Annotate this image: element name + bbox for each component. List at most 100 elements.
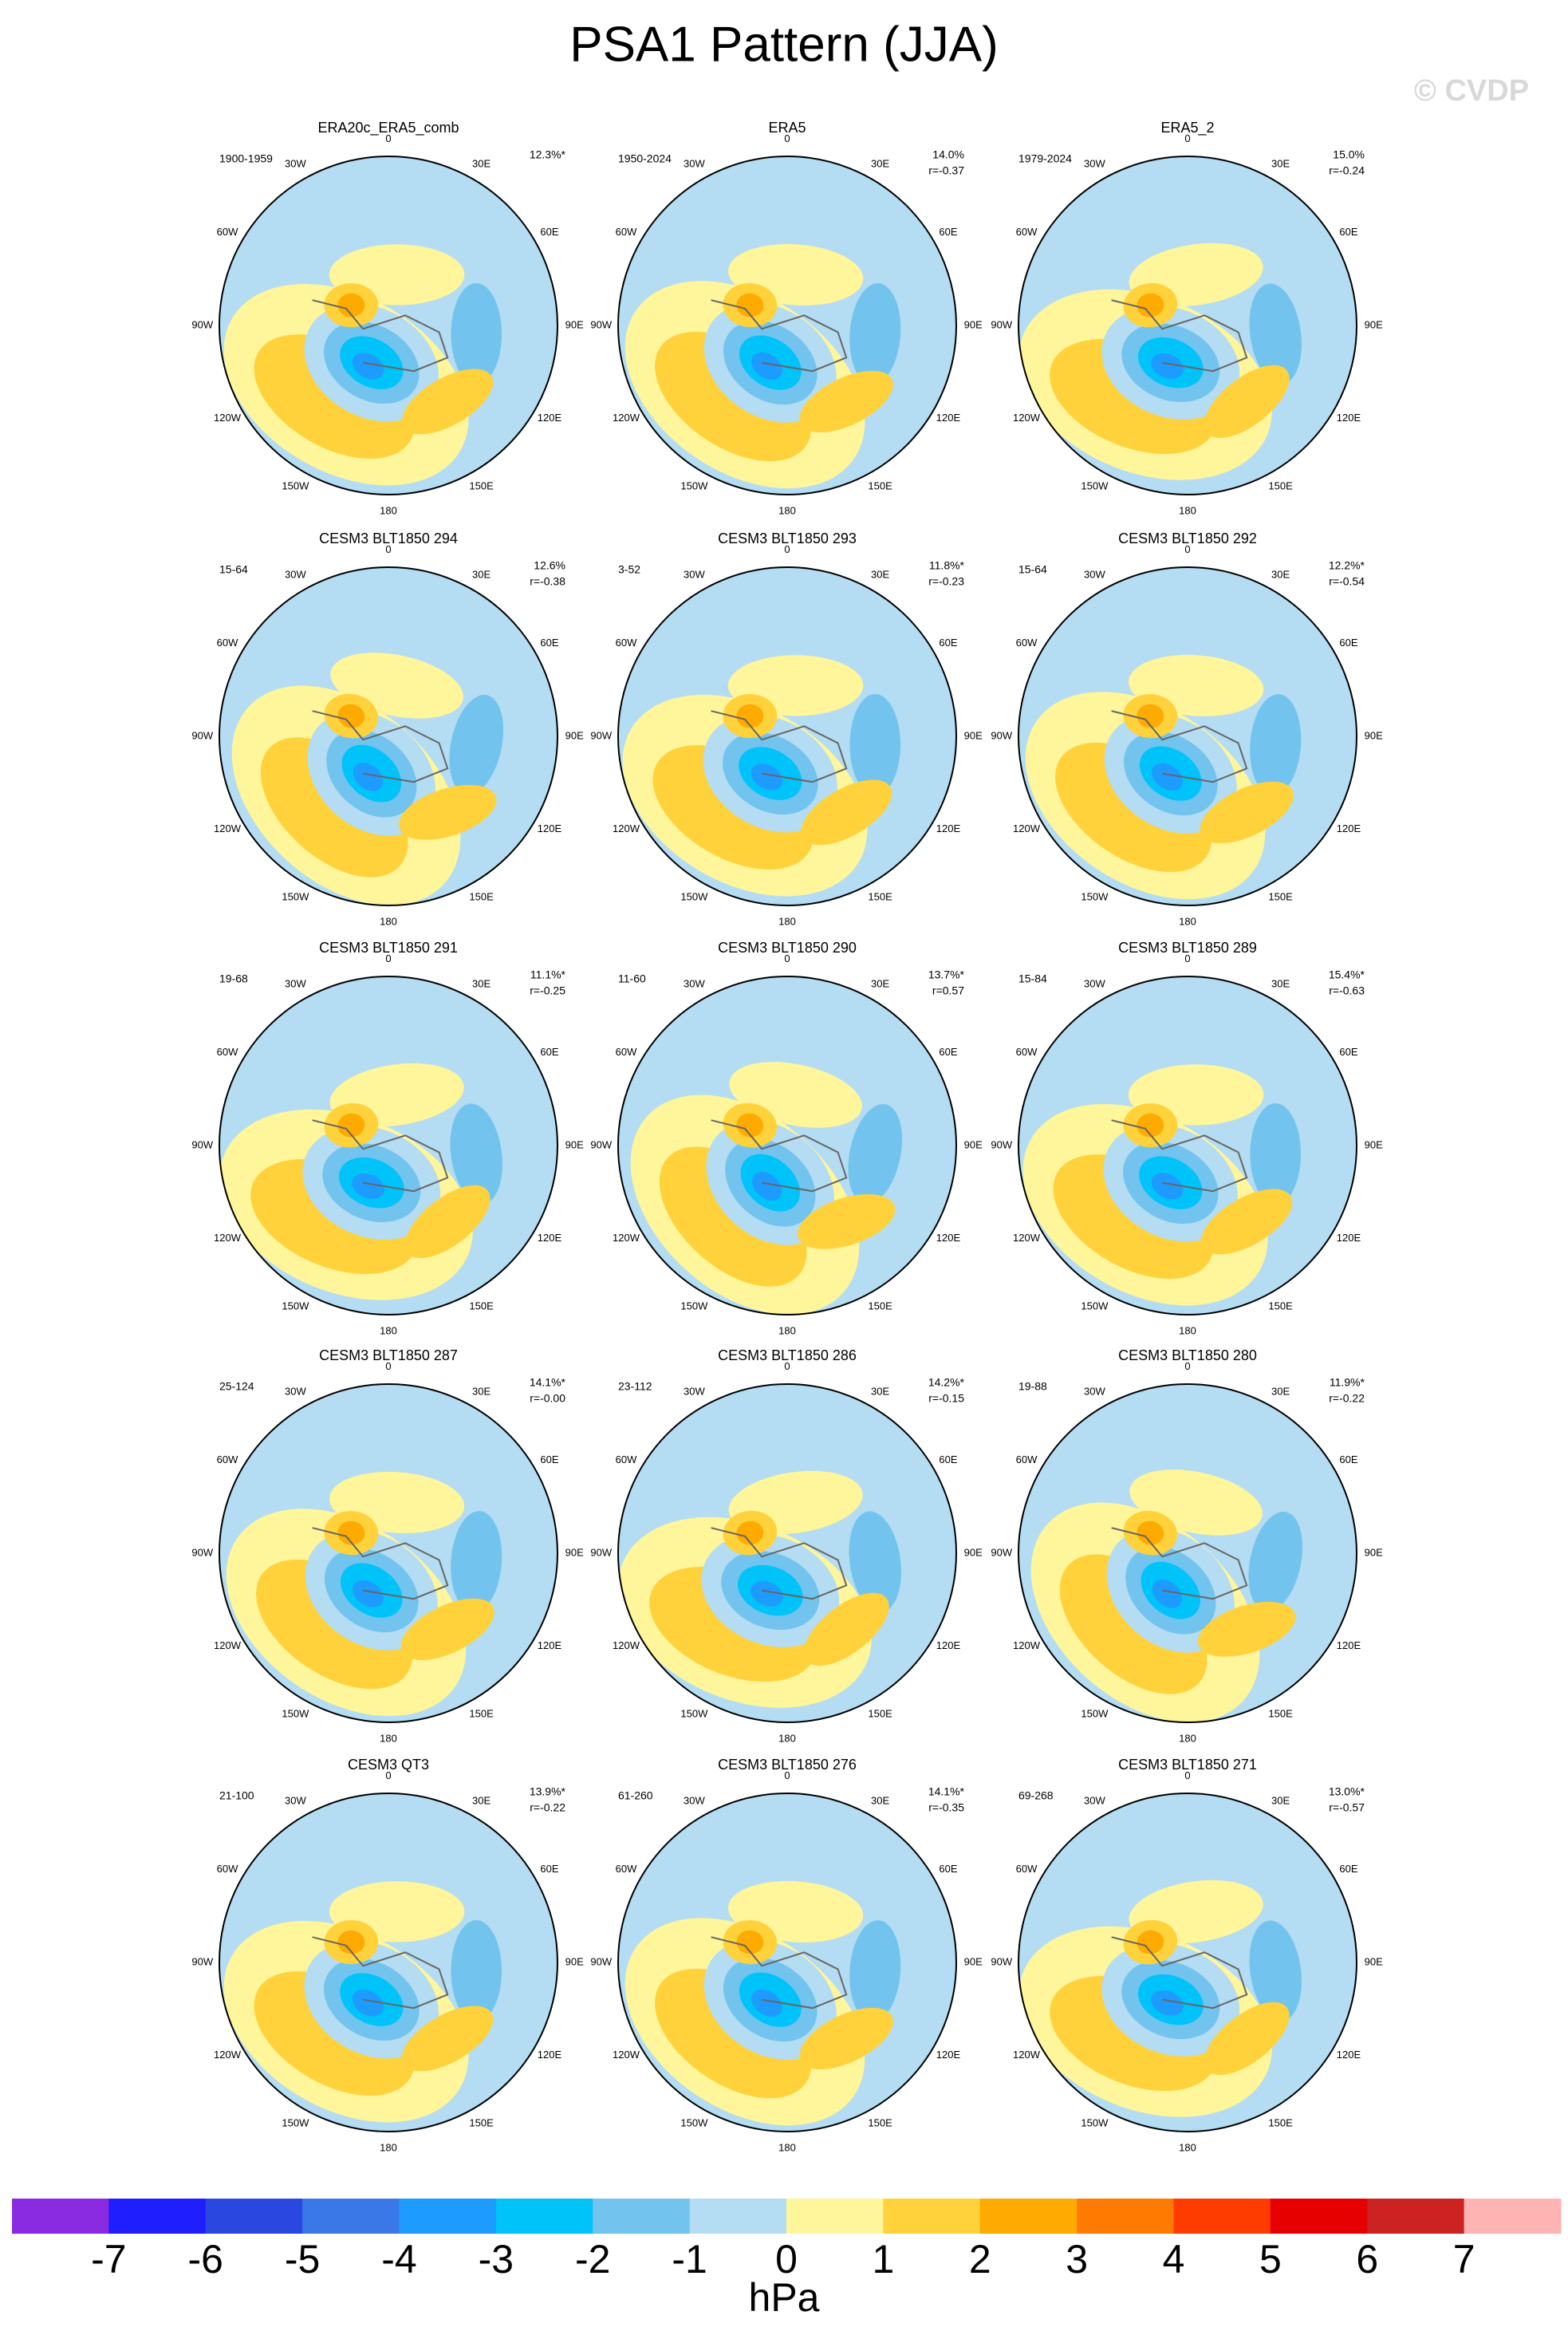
panel-percent: 12.2%* — [1329, 559, 1365, 572]
contour-region — [451, 283, 502, 385]
longitude-label: 30E — [871, 977, 889, 989]
longitude-label: 0 — [1184, 1769, 1190, 1781]
longitude-label: 30W — [1084, 157, 1105, 169]
map-border — [617, 1793, 957, 2132]
longitude-label: 150E — [469, 479, 494, 491]
map-panel: ERA20c_ERA5_comb 1900-1959 12.3%* 0 30E 60E 90… — [191, 120, 584, 517]
longitude-label: 90E — [1365, 318, 1383, 330]
panel-correlation: r=-0.54 — [1329, 575, 1365, 588]
longitude-label: 90E — [1365, 1546, 1383, 1558]
panel-percent: 11.8%* — [929, 559, 965, 572]
colorbar-swatch — [205, 2199, 303, 2234]
longitude-label: 60W — [616, 1046, 637, 1058]
coastline — [1111, 299, 1248, 373]
longitude-label: 90W — [191, 729, 213, 741]
contour-region — [352, 1173, 384, 1199]
longitude-label: 150E — [1268, 2116, 1293, 2128]
panel-title: CESM3 BLT1850 280 — [1118, 1347, 1257, 1363]
colorbar-label: -7 — [91, 2237, 126, 2282]
longitude-label: 120E — [538, 2049, 562, 2061]
panel-percent: 14.0% — [932, 148, 964, 161]
field — [618, 1793, 956, 2132]
field — [1018, 976, 1357, 1315]
contour-region — [1204, 2002, 1290, 2076]
longitude-label: 90W — [590, 1546, 612, 1558]
contour-region — [337, 1521, 365, 1545]
contour-region — [402, 2006, 494, 2072]
field — [219, 1793, 557, 2132]
longitude-label: 150W — [680, 2116, 708, 2128]
map-border — [219, 566, 558, 906]
longitude-label: 30W — [1084, 1794, 1105, 1806]
longitude-label: 30E — [472, 157, 490, 169]
contour-region — [1248, 1512, 1303, 1612]
longitude-label: 60W — [217, 1863, 238, 1875]
panel-title: CESM3 BLT1850 292 — [1118, 531, 1257, 546]
panel-title: ERA5 — [768, 120, 806, 136]
longitude-label: 30W — [285, 977, 306, 989]
longitude-label: 90E — [1365, 1138, 1383, 1150]
longitude-label: 60W — [217, 637, 238, 649]
map-panel: CESM3 BLT1850 276 61-260 14.1%* r=-0.35 0 30E… — [590, 1757, 983, 2154]
colorbar-swatch — [1464, 2199, 1562, 2234]
longitude-label: 180 — [380, 1733, 397, 1745]
field — [618, 156, 956, 495]
colorbar-swatch — [689, 2199, 787, 2234]
panel-percent: 13.7%* — [928, 968, 965, 981]
coastline — [312, 299, 449, 373]
longitude-label: 0 — [1184, 132, 1190, 144]
field — [618, 1384, 956, 1722]
contour-region — [352, 353, 384, 380]
colorbar-swatch — [495, 2199, 593, 2234]
longitude-label: 150W — [1081, 890, 1109, 902]
colorbar-swatch — [1270, 2199, 1368, 2234]
longitude-label: 120E — [1337, 2049, 1361, 2061]
longitude-label: 90E — [1365, 1955, 1383, 1967]
field — [1018, 1384, 1357, 1722]
panel-years: 69-268 — [1018, 1789, 1054, 1802]
longitude-label: 60W — [217, 1453, 238, 1465]
longitude-label: 30W — [1084, 1385, 1105, 1397]
map-panel: CESM3 BLT1850 280 19-88 11.9%* r=-0.22 0 30E 6… — [991, 1347, 1383, 1745]
longitude-label: 60E — [939, 1046, 957, 1058]
panel-percent: 11.9%* — [1330, 1376, 1365, 1389]
contour-region — [353, 1580, 384, 1607]
longitude-label: 30E — [472, 1794, 490, 1806]
longitude-label: 150E — [868, 479, 892, 491]
colorbar-label: -5 — [285, 2237, 320, 2282]
longitude-label: 150E — [469, 1707, 494, 1719]
panel-percent: 14.1%* — [530, 1376, 566, 1389]
longitude-label: 60W — [1016, 226, 1038, 238]
panel-title: CESM3 BLT1850 276 — [718, 1757, 857, 1773]
contour-region — [736, 293, 764, 318]
panel-correlation: r=-0.24 — [1329, 164, 1365, 177]
panel-percent: 14.1%* — [928, 1785, 965, 1798]
longitude-label: 30W — [684, 157, 705, 169]
colorbar-swatch — [1173, 2199, 1271, 2234]
longitude-label: 0 — [1184, 1360, 1190, 1372]
colorbar-label: 0 — [775, 2237, 798, 2282]
coastline — [312, 1936, 449, 2010]
coastline — [711, 710, 848, 783]
map-border — [219, 976, 558, 1315]
longitude-label: 90W — [991, 1546, 1012, 1558]
contour-region — [801, 779, 892, 846]
longitude-label: 120W — [214, 1639, 242, 1651]
colorbar-label: 3 — [1066, 2237, 1088, 2282]
longitude-label: 0 — [385, 543, 391, 555]
map-panel: CESM3 BLT1850 271 69-268 13.0%* r=-0.57 0 30E… — [991, 1757, 1383, 2154]
longitude-label: 150E — [868, 1707, 892, 1719]
longitude-label: 90E — [964, 318, 983, 330]
longitude-label: 120E — [1337, 822, 1361, 834]
map-panel: CESM3 BLT1850 289 15-84 15.4%* r=-0.63 0 30E 6… — [991, 940, 1383, 1337]
colorbar-label: -6 — [188, 2237, 223, 2282]
contour-region — [1198, 1602, 1296, 1657]
contour-region — [1151, 1173, 1184, 1200]
contour-region — [849, 694, 901, 796]
longitude-label: 60W — [616, 637, 637, 649]
longitude-label: 30E — [472, 568, 490, 580]
colorbar-label: -4 — [381, 2237, 416, 2282]
longitude-label: 60E — [939, 1453, 957, 1465]
longitude-label: 180 — [380, 2142, 397, 2154]
